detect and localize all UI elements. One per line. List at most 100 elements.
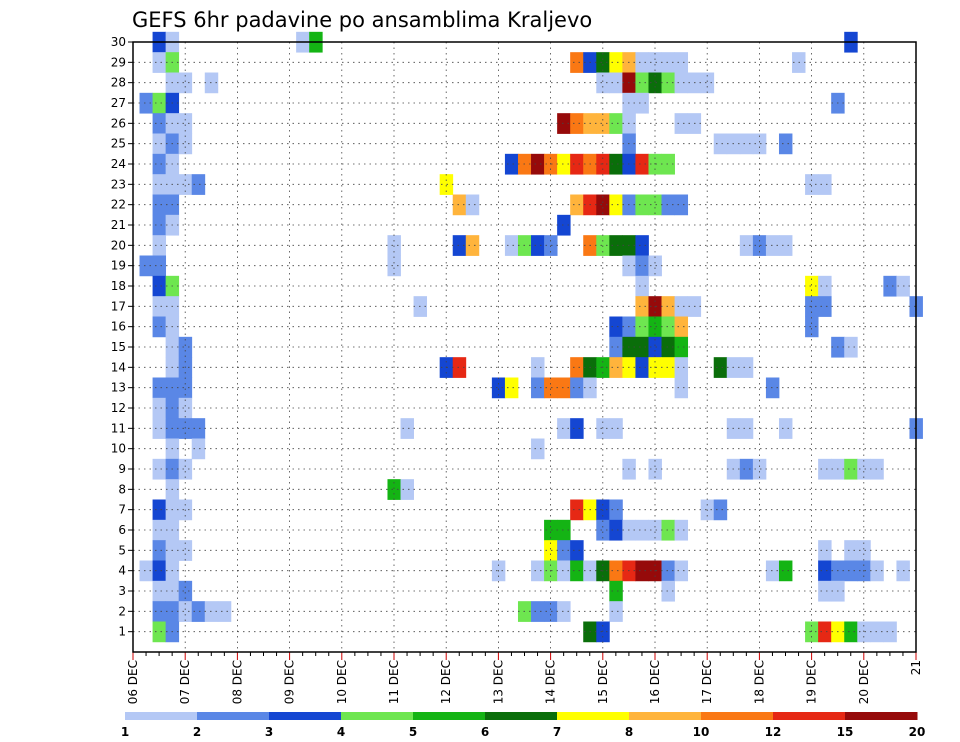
heatmap-cell — [452, 235, 467, 256]
heatmap-cell — [635, 52, 649, 73]
heatmap-cell — [805, 316, 819, 338]
heatmap-cell — [818, 540, 832, 561]
heatmap-cell — [152, 601, 167, 622]
heatmap-cell — [648, 255, 662, 277]
heatmap-cell — [596, 519, 610, 541]
heatmap-cell — [152, 214, 167, 236]
heatmap-cell — [674, 316, 689, 338]
heatmap-cell — [152, 377, 167, 399]
heatmap-cell — [465, 235, 480, 256]
heatmap-cell — [557, 540, 571, 561]
heatmap-cell — [674, 113, 689, 134]
x-tick-label: 12 DEC — [439, 660, 453, 704]
y-tick-label: 2 — [118, 604, 126, 618]
heatmap-cell — [531, 153, 545, 175]
heatmap-cell — [674, 194, 689, 216]
heatmap-cell — [152, 458, 167, 480]
heatmap-cell — [557, 214, 571, 236]
colorbar-label: 20 — [909, 725, 926, 739]
colorbar-label: 15 — [837, 725, 854, 739]
colorbar-label: 12 — [765, 725, 782, 739]
heatmap-cell — [557, 560, 571, 582]
heatmap-cell — [739, 418, 754, 439]
colorbar-label: 4 — [337, 725, 345, 739]
heatmap-cell — [870, 458, 884, 480]
colorbar-label: 7 — [553, 725, 561, 739]
heatmap-cell — [870, 621, 884, 643]
heatmap-cell — [570, 357, 584, 378]
heatmap-cell — [217, 601, 232, 622]
heatmap-cell — [596, 418, 610, 439]
heatmap-cell — [557, 418, 571, 439]
heatmap-cell — [570, 418, 584, 439]
heatmap-cell — [465, 194, 480, 216]
y-tick-label: 28 — [111, 76, 126, 90]
heatmap-cell — [178, 580, 193, 602]
heatmap-cell — [504, 235, 519, 256]
colorbar-label: 10 — [693, 725, 710, 739]
heatmap-cell — [596, 52, 610, 73]
heatmap-cell — [504, 377, 519, 399]
heatmap-cell — [844, 336, 858, 358]
heatmap-cell — [152, 235, 167, 256]
y-tick-label: 4 — [118, 564, 126, 578]
colorbar-swatch — [125, 712, 198, 720]
heatmap-cell — [557, 153, 571, 175]
heatmap-cell — [152, 113, 167, 134]
heatmap-cell — [178, 601, 193, 622]
heatmap-cell — [635, 235, 649, 256]
heatmap-cell — [152, 519, 167, 541]
x-tick-label: 20 DEC — [857, 660, 871, 704]
heatmap-cell — [818, 560, 832, 582]
heatmap-cell — [152, 499, 167, 521]
heatmap-cell — [387, 479, 401, 500]
heatmap-cell — [635, 255, 649, 277]
heatmap-cell — [674, 52, 689, 73]
heatmap-cell — [178, 377, 193, 399]
heatmap-cell — [152, 174, 167, 195]
heatmap-cell — [635, 336, 649, 358]
heatmap-cell — [818, 296, 832, 317]
y-tick-label: 13 — [111, 381, 126, 395]
heatmap-cell — [178, 336, 193, 358]
heatmap-cell — [139, 255, 153, 277]
heatmap-cell — [635, 275, 649, 297]
y-tick-label: 29 — [111, 55, 126, 69]
plot-frame — [132, 41, 917, 653]
heatmap-cell — [635, 316, 649, 338]
heatmap-cell — [609, 601, 623, 622]
heatmap-cell — [570, 377, 584, 399]
colorbar-swatch — [413, 712, 486, 720]
heatmap-cell — [674, 357, 689, 378]
heatmap-cell — [178, 397, 193, 419]
colorbar-label: 8 — [625, 725, 633, 739]
heatmap-cell — [152, 194, 167, 216]
heatmap-cell — [178, 418, 193, 439]
x-tick-label: 06 DEC — [126, 660, 140, 704]
heatmap-cell — [152, 397, 167, 419]
heatmap-cell — [557, 377, 571, 399]
heatmap-cell — [648, 336, 662, 358]
heatmap-cell — [439, 174, 454, 195]
heatmap-cell — [178, 540, 193, 561]
x-tick-label: 09 DEC — [283, 660, 297, 704]
heatmap-cell — [778, 235, 793, 256]
colorbar-swatch — [269, 712, 342, 720]
heatmap-cell — [400, 479, 414, 500]
heatmap-cell — [152, 133, 167, 155]
heatmap-cell — [818, 275, 832, 297]
heatmap-cell — [739, 357, 754, 378]
y-tick-label: 16 — [111, 320, 126, 334]
heatmap-cell — [152, 153, 167, 175]
heatmap-cell — [661, 153, 675, 175]
heatmap-cell — [700, 72, 715, 94]
heatmap-cell — [648, 194, 662, 216]
colorbar-swatch — [485, 712, 558, 720]
heatmap-cell — [635, 194, 649, 216]
heatmap-cell — [635, 519, 649, 541]
heatmap-cell — [609, 194, 623, 216]
heatmap-cell — [739, 235, 754, 256]
colorbar-label: 3 — [265, 725, 273, 739]
heatmap-cell — [765, 235, 780, 256]
